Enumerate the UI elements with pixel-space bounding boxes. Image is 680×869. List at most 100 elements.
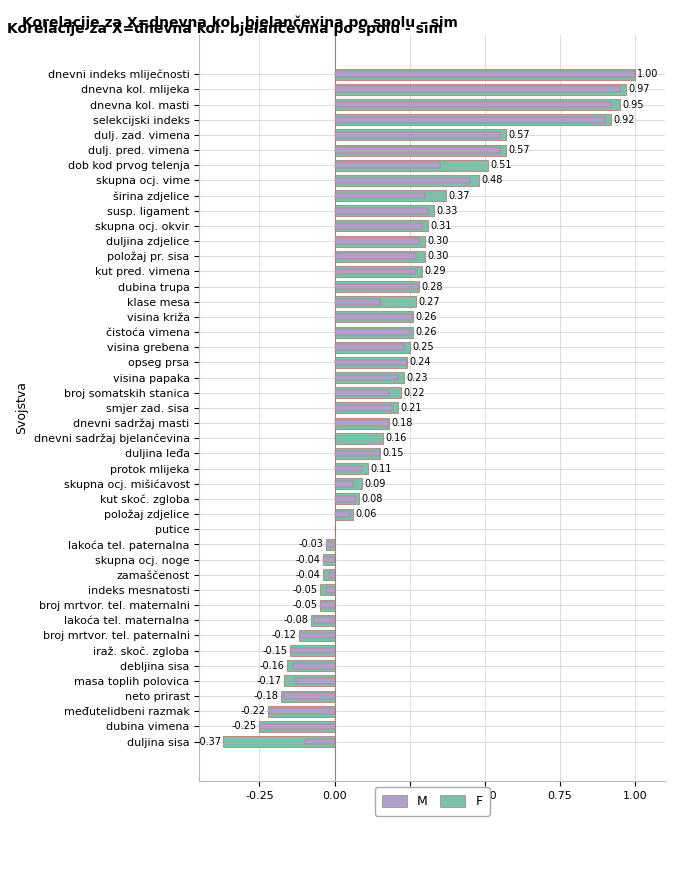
Bar — [335, 163, 440, 168]
Text: 0.97: 0.97 — [628, 84, 650, 95]
Bar — [320, 602, 335, 608]
Bar — [335, 266, 422, 277]
Bar — [335, 494, 358, 504]
Text: 0.09: 0.09 — [364, 479, 386, 488]
Text: 0.26: 0.26 — [415, 312, 437, 322]
Bar — [269, 706, 335, 717]
Text: -0.25: -0.25 — [232, 721, 257, 732]
Bar — [335, 299, 379, 305]
Text: 0.31: 0.31 — [430, 221, 452, 231]
Bar — [335, 102, 611, 108]
Text: Korelacije za X=dnevna kol. bjelančevina po spolu - sim: Korelacije za X=dnevna kol. bjelančevina… — [7, 22, 443, 36]
Bar — [335, 450, 379, 456]
Bar — [335, 283, 419, 289]
Bar — [335, 466, 362, 472]
Bar — [335, 296, 415, 307]
Bar — [296, 678, 335, 684]
Text: 0.06: 0.06 — [355, 509, 376, 519]
Bar — [292, 663, 335, 668]
Bar — [335, 388, 401, 398]
Text: 0.92: 0.92 — [613, 115, 635, 125]
Text: 0.22: 0.22 — [403, 388, 425, 398]
Bar — [322, 557, 335, 562]
Text: 0.25: 0.25 — [412, 342, 434, 352]
Bar — [335, 478, 362, 489]
Text: 0.30: 0.30 — [427, 236, 449, 246]
Text: 0.16: 0.16 — [385, 434, 407, 443]
Bar — [335, 254, 415, 259]
Bar — [335, 433, 383, 444]
Bar — [328, 572, 335, 578]
Bar — [335, 418, 389, 428]
Bar — [335, 269, 415, 275]
Text: 0.08: 0.08 — [361, 494, 382, 504]
Bar — [335, 177, 470, 183]
Text: 0.28: 0.28 — [421, 282, 443, 292]
Bar — [335, 132, 500, 138]
Bar — [335, 342, 409, 353]
Bar — [224, 736, 335, 747]
Text: 0.29: 0.29 — [424, 267, 445, 276]
Bar — [284, 675, 335, 687]
Bar — [335, 372, 404, 383]
Bar — [335, 144, 506, 156]
Bar — [335, 235, 425, 247]
Text: -0.37: -0.37 — [196, 737, 221, 746]
Bar — [335, 421, 389, 426]
Text: 0.33: 0.33 — [436, 206, 458, 216]
Text: 0.57: 0.57 — [508, 129, 530, 140]
Bar — [305, 739, 335, 745]
Y-axis label: Svojstva: Svojstva — [15, 381, 28, 434]
Bar — [326, 587, 335, 593]
Bar — [320, 585, 335, 595]
Text: -0.05: -0.05 — [292, 600, 317, 610]
Bar — [335, 357, 407, 368]
Bar — [335, 84, 626, 95]
Text: 0.26: 0.26 — [415, 327, 437, 337]
Text: -0.22: -0.22 — [241, 706, 266, 716]
Text: 0.18: 0.18 — [391, 418, 413, 428]
Bar — [313, 617, 335, 623]
Bar — [299, 630, 335, 640]
Text: -0.12: -0.12 — [271, 630, 296, 640]
Text: 0.21: 0.21 — [400, 403, 422, 413]
Bar — [290, 647, 335, 653]
Bar — [311, 614, 335, 626]
Bar — [335, 481, 353, 487]
Bar — [286, 660, 335, 671]
Bar — [335, 147, 500, 153]
Text: -0.15: -0.15 — [262, 646, 287, 655]
Bar — [335, 511, 350, 517]
Legend: M, F: M, F — [375, 787, 490, 816]
Text: -0.18: -0.18 — [253, 691, 278, 701]
Bar — [335, 87, 620, 92]
Bar — [335, 208, 428, 214]
Text: 0.57: 0.57 — [508, 145, 530, 155]
Bar — [335, 329, 409, 335]
Bar — [260, 724, 335, 729]
Bar — [335, 360, 407, 365]
Text: Korelacije za X=dnevna kol. bjelančevina po spolu - sim: Korelacije za X=dnevna kol. bjelančevina… — [22, 15, 458, 30]
Bar — [335, 116, 605, 123]
Text: -0.04: -0.04 — [295, 554, 320, 565]
Bar — [299, 633, 335, 639]
Text: -0.08: -0.08 — [284, 615, 308, 625]
Bar — [335, 190, 445, 201]
Bar — [335, 129, 506, 140]
Bar — [335, 344, 404, 350]
Bar — [335, 375, 398, 381]
Text: 0.11: 0.11 — [370, 463, 392, 474]
Bar — [290, 645, 335, 656]
Bar — [335, 114, 611, 125]
Bar — [322, 554, 335, 565]
Text: -0.03: -0.03 — [299, 540, 323, 549]
Bar — [335, 405, 392, 411]
Text: 0.23: 0.23 — [406, 373, 428, 382]
Bar — [335, 311, 413, 322]
Bar — [269, 708, 335, 714]
Text: -0.04: -0.04 — [295, 570, 320, 580]
Bar — [335, 251, 425, 262]
Bar — [335, 238, 419, 244]
Bar — [335, 327, 413, 337]
Text: 0.51: 0.51 — [490, 160, 511, 170]
